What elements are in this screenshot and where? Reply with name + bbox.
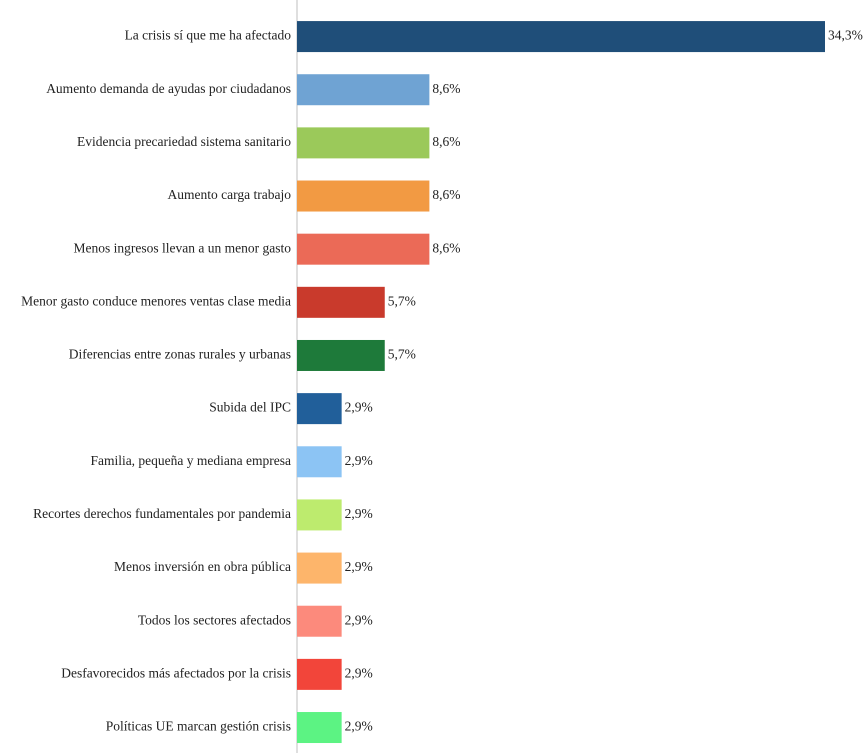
value-label: 5,7% xyxy=(388,347,416,362)
value-label: 2,9% xyxy=(345,719,373,734)
bar xyxy=(297,233,430,265)
bar xyxy=(297,712,342,744)
bar xyxy=(297,446,342,478)
value-label: 5,7% xyxy=(388,293,416,308)
category-label: Todos los sectores afectados xyxy=(138,612,291,627)
category-label: Aumento carga trabajo xyxy=(168,187,292,202)
category-label: Diferencias entre zonas rurales y urbana… xyxy=(69,347,291,362)
value-label: 8,6% xyxy=(432,81,460,96)
category-label: Menos ingresos llevan a un menor gasto xyxy=(74,240,292,255)
bar xyxy=(297,286,385,318)
value-label: 8,6% xyxy=(432,187,460,202)
bar xyxy=(297,552,342,584)
category-label: Subida del IPC xyxy=(209,400,291,415)
category-label: Menos inversión en obra pública xyxy=(114,559,291,574)
category-labels-group: La crisis sí que me ha afectado Aumento d… xyxy=(21,28,291,734)
bar xyxy=(297,180,430,212)
value-label: 8,6% xyxy=(432,134,460,149)
value-label: 2,9% xyxy=(345,665,373,680)
bar xyxy=(297,499,342,531)
value-label: 2,9% xyxy=(345,400,373,415)
bar xyxy=(297,605,342,637)
category-label: Menor gasto conduce menores ventas clase… xyxy=(21,293,291,308)
category-label: Familia, pequeña y mediana empresa xyxy=(90,453,291,468)
bar xyxy=(297,658,342,690)
bar xyxy=(297,74,430,106)
bar xyxy=(297,21,825,53)
value-label: 2,9% xyxy=(345,559,373,574)
category-label: Políticas UE marcan gestión crisis xyxy=(106,719,291,734)
value-label: 2,9% xyxy=(345,453,373,468)
value-label: 2,9% xyxy=(345,506,373,521)
value-labels-group: 34,3% 8,6% 8,6% 8,6% 8,6% 5,7% 5,7% 2,9% 2,9% 2,9… xyxy=(345,28,863,734)
value-label: 8,6% xyxy=(432,240,460,255)
value-label: 34,3% xyxy=(828,28,863,43)
category-label: Recortes derechos fundamentales por pand… xyxy=(33,506,291,521)
bars-group xyxy=(297,21,825,744)
category-label: La crisis sí que me ha afectado xyxy=(125,28,292,43)
category-label: Desfavorecidos más afectados por la cris… xyxy=(61,665,291,680)
bar xyxy=(297,393,342,425)
bar xyxy=(297,127,430,159)
value-label: 2,9% xyxy=(345,612,373,627)
category-label: Evidencia precariedad sistema sanitario xyxy=(77,134,291,149)
category-label: Aumento demanda de ayudas por ciudadanos xyxy=(46,81,291,96)
bar xyxy=(297,339,385,371)
